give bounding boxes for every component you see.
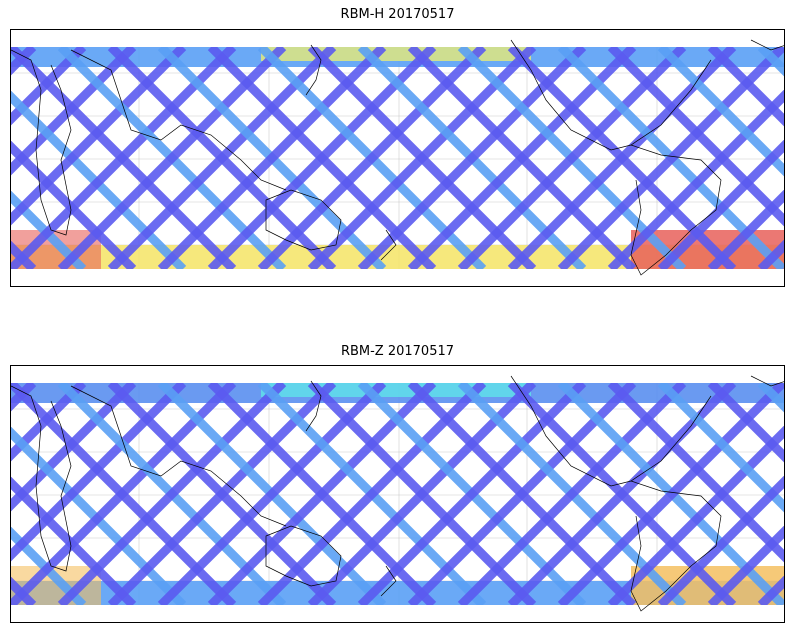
north-swath-hot	[261, 383, 531, 397]
coastline-africa	[11, 385, 72, 572]
coastline-japan	[305, 44, 322, 96]
descending-swath	[607, 89, 784, 273]
coastline-south-america	[630, 480, 722, 612]
north-swath-hot	[261, 47, 531, 61]
panel-title-rbm-z: RBM-Z 20170517	[340, 344, 455, 359]
panel-title-rbm-h: RBM-H 20170517	[340, 7, 455, 22]
coastline-north-america	[510, 39, 712, 151]
descending-swath	[607, 425, 784, 609]
coastline-australia	[265, 525, 342, 587]
coastlines	[11, 375, 784, 612]
coastline-asia	[70, 49, 287, 191]
descending-swath	[707, 525, 784, 609]
map-canvas-rbm-h	[11, 30, 784, 286]
no-data-south	[11, 605, 784, 622]
coastline-australia	[265, 189, 342, 251]
coastline-europe	[750, 375, 784, 387]
coastline-africa	[11, 49, 72, 236]
descending-swath	[707, 189, 784, 273]
ascending-swath	[707, 379, 784, 463]
coastline-south-america	[630, 144, 722, 276]
no-data-south	[11, 269, 784, 286]
coastlines	[11, 39, 784, 276]
descending-swath	[657, 139, 784, 273]
no-data-north	[11, 30, 784, 47]
coastline-europe	[750, 39, 784, 51]
coastline-new-zealand	[380, 229, 397, 261]
descending-swath	[657, 475, 784, 609]
orbit-swaths	[11, 43, 784, 273]
ascending-swath	[707, 43, 784, 127]
coastline-north-america	[510, 375, 712, 487]
no-data-north	[11, 366, 784, 383]
coastline-japan	[305, 380, 322, 432]
coastline-asia	[70, 385, 287, 527]
orbit-swaths	[11, 379, 784, 609]
coastline-new-zealand	[380, 565, 397, 597]
map-canvas-rbm-z	[11, 366, 784, 622]
map-panel-rbm-h	[10, 29, 785, 287]
map-panel-rbm-z	[10, 365, 785, 623]
